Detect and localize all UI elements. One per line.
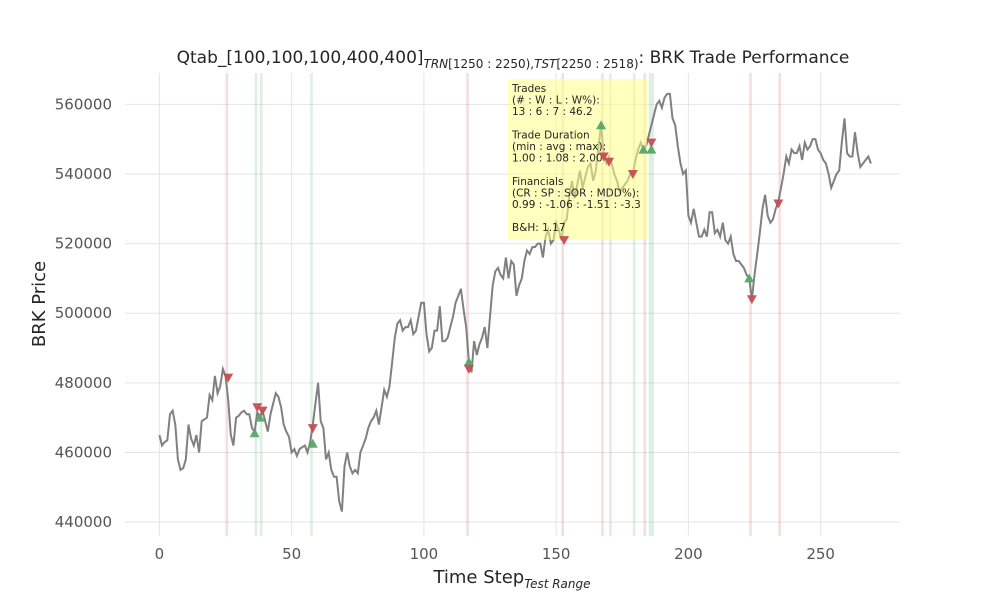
buy-marker-3 — [463, 356, 474, 366]
sell-marker-8 — [627, 169, 638, 179]
chart-title: Qtab_[100,100,100,400,400]TRN[1250 : 225… — [177, 48, 850, 71]
y-axis-label: BRK Price — [29, 261, 50, 347]
buy-span-2 — [310, 73, 313, 536]
x-tick-labels: 0 50 100 150 200 250 — [155, 545, 835, 563]
x-tick-label-2: 100 — [410, 545, 439, 563]
x-axis-label-sub: Test Range — [524, 577, 590, 591]
x-axis-label: Time StepTest Range — [432, 567, 590, 591]
x-tick-label-5: 250 — [806, 545, 835, 563]
y-tick-label-4: 520000 — [55, 235, 112, 253]
annotation-line-10: 0.99 : -1.06 : -1.51 : -3.3 — [512, 199, 641, 211]
title-trn-range: [1250 : 2250), — [448, 57, 534, 71]
buy-span-4 — [632, 73, 636, 536]
title-tst-range: [2250 : 2518) — [556, 57, 638, 71]
y-tick-label-6: 560000 — [55, 95, 112, 113]
sell-span-5 — [749, 73, 752, 536]
sell-marker-2 — [257, 406, 268, 416]
sell-span-4 — [643, 73, 647, 536]
annotation-text: Trades (# : W : L : W%): 13 : 6 : 7 : 46.2… — [511, 83, 641, 234]
buy-marker-6 — [646, 144, 657, 154]
buy-span-3 — [609, 73, 612, 536]
sell-marker-6 — [598, 152, 609, 162]
buy-marker-2 — [307, 438, 318, 448]
price-series-line — [158, 92, 872, 512]
y-tick-label-2: 480000 — [55, 374, 112, 392]
sell-marker-9 — [646, 138, 657, 148]
annotation-line-5: (min : avg : max): — [512, 141, 606, 153]
x-axis-label-main: Time Step — [432, 567, 524, 588]
y-tick-label-0: 440000 — [55, 513, 112, 531]
trade-spans — [225, 73, 781, 536]
annotation-line-12: B&H: 1.17 — [512, 222, 566, 234]
buy-marker-0 — [249, 428, 260, 438]
annotation-line-6: 1.00 : 1.08 : 2.00 — [512, 153, 603, 165]
annotation-line-0: Trades — [511, 83, 546, 95]
x-tick-label-0: 0 — [155, 545, 165, 563]
sell-span-6 — [778, 73, 781, 536]
sell-span-2 — [561, 73, 565, 536]
title-prefix: Qtab_[100,100,100,400,400] — [177, 48, 424, 68]
title-tst-label: TST — [534, 57, 558, 71]
sell-span-3 — [601, 73, 604, 536]
stats-annotation: Trades (# : W : L : W%): 13 : 6 : 7 : 46.2… — [508, 79, 647, 240]
title-trn-label: TRN — [424, 57, 449, 71]
sell-marker-10 — [746, 295, 757, 305]
y-tick-label-5: 540000 — [55, 165, 112, 183]
sell-span-1 — [466, 73, 469, 536]
sell-span-0 — [225, 73, 229, 536]
trade-markers — [223, 120, 784, 448]
annotation-line-2: 13 : 6 : 7 : 46.2 — [512, 106, 593, 118]
y-tick-label-3: 500000 — [55, 304, 112, 322]
sell-marker-5 — [559, 236, 570, 246]
annotation-line-4: Trade Duration — [511, 129, 590, 141]
x-tick-label-3: 150 — [542, 545, 571, 563]
annotation-line-1: (# : W : L : W%): — [512, 95, 600, 107]
sell-marker-0 — [223, 373, 234, 383]
y-tick-label-1: 460000 — [55, 443, 112, 461]
annotation-line-8: Financials — [512, 176, 563, 188]
buy-span-0 — [254, 73, 258, 536]
sell-marker-4 — [463, 364, 474, 374]
sell-marker-3 — [307, 424, 318, 434]
x-tick-label-1: 50 — [282, 545, 301, 563]
buy-marker-7 — [744, 273, 755, 283]
buy-marker-1 — [254, 412, 265, 422]
x-tick-label-4: 200 — [674, 545, 703, 563]
y-tick-labels: 440000 460000 480000 500000 520000 540000 5600… — [55, 95, 112, 531]
sell-marker-11 — [773, 199, 784, 209]
annotation-box — [508, 79, 647, 240]
annotation-line-9: (CR : SP : SOR : MDD%): — [512, 187, 639, 199]
title-suffix: : BRK Trade Performance — [639, 48, 850, 68]
sell-marker-1 — [252, 403, 263, 413]
sell-marker-7 — [604, 157, 615, 167]
buy-marker-5 — [638, 144, 649, 154]
buy-marker-4 — [596, 120, 607, 130]
buy-span-1 — [259, 73, 263, 536]
buy-span-5 — [648, 73, 655, 536]
